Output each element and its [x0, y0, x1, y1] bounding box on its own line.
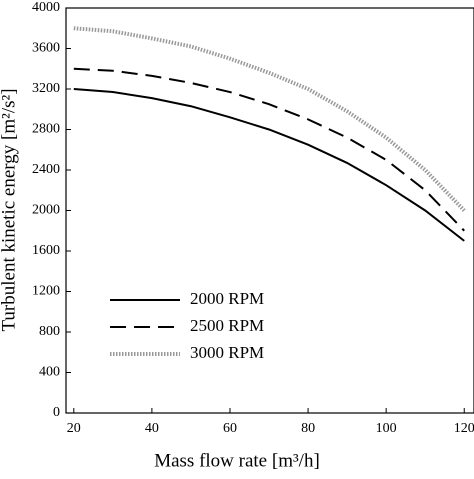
x-tick-label: 60 — [223, 421, 237, 436]
y-tick-label: 0 — [53, 405, 60, 420]
x-tick-label: 80 — [301, 421, 315, 436]
series-line — [73, 26, 466, 212]
y-axis-label: Turbulent kinetic energy [m²/s²] — [0, 88, 19, 331]
y-tick-label: 2800 — [32, 122, 60, 137]
y-tick-label: 2000 — [32, 203, 60, 218]
series-line — [73, 67, 465, 232]
x-axis-label: Mass flow rate [m³/h] — [154, 450, 320, 471]
y-tick-label: 4000 — [32, 0, 60, 15]
y-tick-label: 3200 — [32, 81, 60, 96]
x-tick-label: 120 — [454, 421, 474, 436]
y-tick-label: 400 — [39, 365, 60, 380]
y-tick-label: 3600 — [32, 41, 60, 56]
y-tick-label: 1600 — [32, 243, 60, 258]
legend-label: 2500 RPM — [190, 316, 264, 335]
legend-label: 2000 RPM — [190, 289, 264, 308]
x-tick-label: 40 — [145, 421, 159, 436]
legend-label: 3000 RPM — [190, 343, 264, 362]
plot-frame — [65, 7, 474, 414]
x-tick-label: 20 — [67, 421, 81, 436]
y-tick-label: 1200 — [32, 284, 60, 299]
y-tick-label: 2400 — [32, 162, 60, 177]
series-line — [73, 88, 465, 242]
y-tick-label: 800 — [39, 324, 60, 339]
x-tick-label: 100 — [376, 421, 397, 436]
